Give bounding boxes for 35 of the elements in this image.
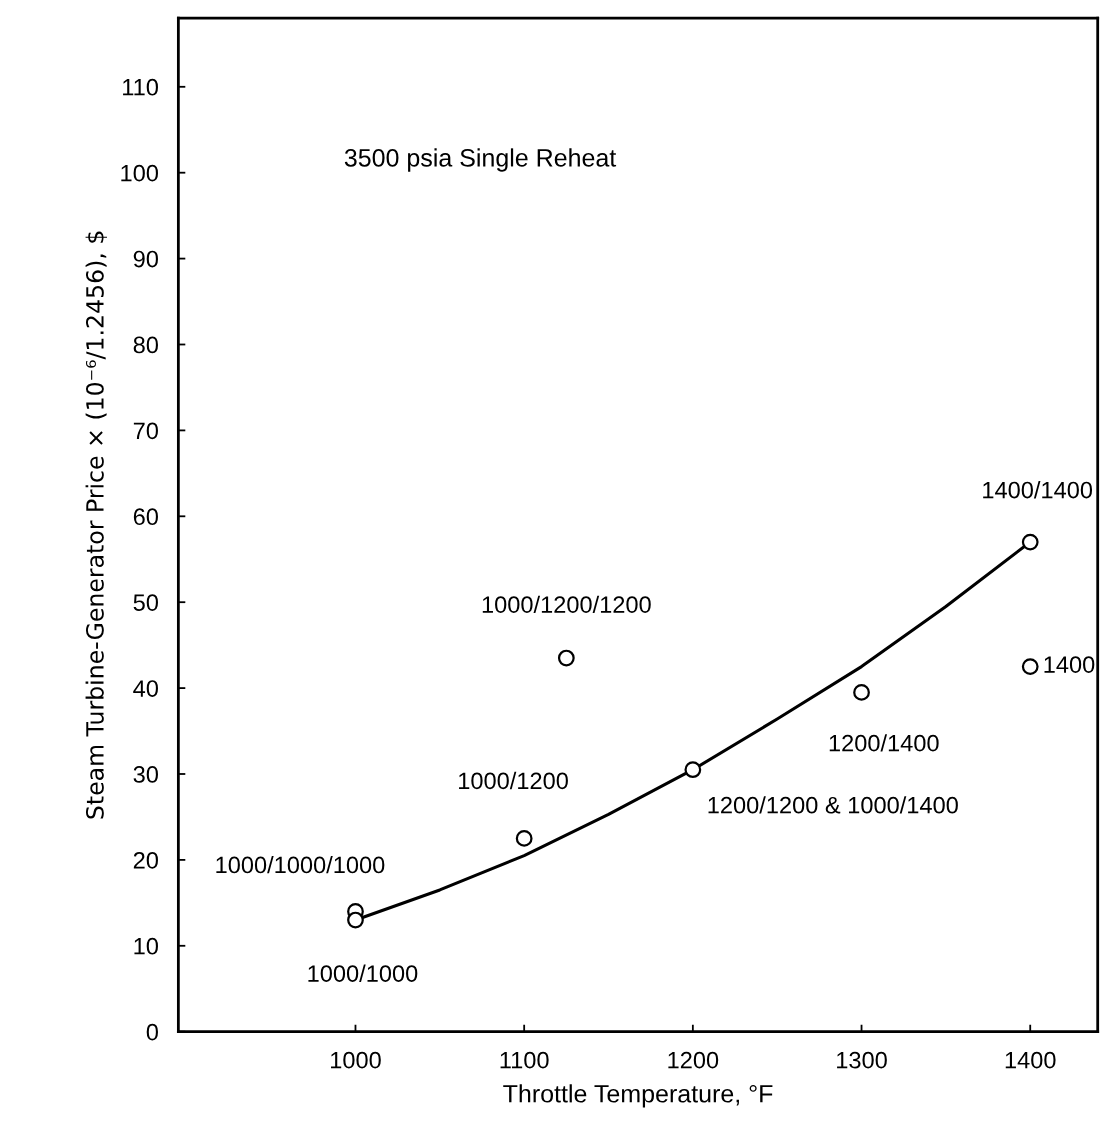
y-tick-label: 100 (121, 164, 158, 182)
y-tick-label: 20 (133, 851, 158, 869)
point (1021, 533, 1039, 551)
x-axis-title: Throttle Temperature, °F (503, 1084, 773, 1108)
annotation: 1200/1400 (829, 734, 939, 752)
y-tick-label: 0 (146, 1023, 158, 1041)
y-tick-label: 80 (133, 336, 158, 354)
point (347, 911, 364, 929)
x-tick-label: 1100 (500, 1051, 549, 1069)
annotation: 1400/1400 (983, 481, 1093, 499)
x-tick-label: 1400 (1005, 1051, 1056, 1069)
x-tick-label: 1200 (668, 1051, 719, 1069)
point (1021, 658, 1039, 676)
annotation: 1200/1200 & 1000/1400 (708, 796, 958, 814)
annotation: 1000/1200/1200 (482, 595, 651, 613)
x-tick-label: 1000 (331, 1051, 381, 1069)
y-tick-label: 60 (133, 508, 158, 526)
point (853, 684, 870, 701)
point (515, 830, 533, 847)
y-tick-label: 10 (134, 937, 158, 955)
annotation: 3500 psia Single Reheat (344, 148, 617, 172)
annotation: 1000/1200 (459, 771, 568, 790)
x-tick-label: 1300 (837, 1051, 887, 1069)
point (684, 761, 702, 779)
y-tick-label: 30 (133, 766, 158, 783)
y-tick-label: 40 (133, 680, 158, 697)
y-tick-label: 90 (133, 250, 158, 268)
annotation: 1000/1000 (308, 964, 418, 982)
y-tick-label: 110 (123, 78, 158, 96)
y-axis-title: Steam Turbine-Generator Price × (10⁻⁶/1.2456), $ (85, 231, 107, 819)
point (557, 649, 575, 667)
annotation: 1400 (1044, 656, 1095, 673)
y-tick-label: 70 (133, 422, 158, 440)
annotation: 1000/1000/1000 (216, 855, 385, 874)
y-tick-label: 50 (133, 594, 158, 611)
